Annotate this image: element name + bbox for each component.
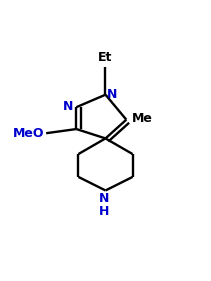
Text: N: N bbox=[107, 88, 117, 101]
Text: Me: Me bbox=[131, 112, 152, 125]
Text: N: N bbox=[99, 192, 110, 205]
Text: Et: Et bbox=[98, 51, 113, 65]
Text: MeO: MeO bbox=[13, 127, 44, 140]
Text: H: H bbox=[99, 205, 110, 217]
Text: N: N bbox=[63, 100, 73, 113]
